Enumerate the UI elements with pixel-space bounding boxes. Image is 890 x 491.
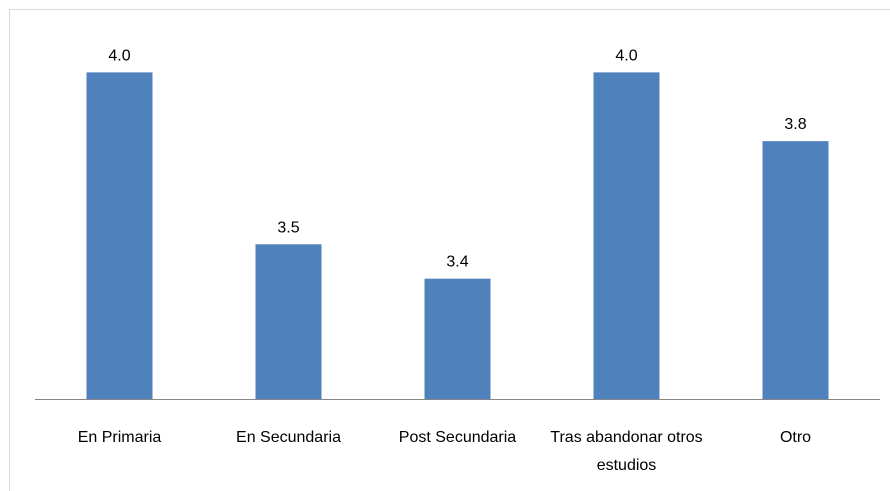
bar [424,278,491,399]
bar [762,141,829,399]
chart-border [9,9,890,491]
x-tick-label: Otro [779,429,812,446]
data-label: 3.8 [784,116,806,133]
x-tick-label: Post Secundaria [398,429,517,446]
data-label: 4.0 [615,47,637,64]
x-tick-label: En Primaria [77,429,162,446]
bar [255,244,322,399]
bar [593,72,660,399]
data-label: 3.4 [446,254,468,271]
x-tick-label: En Secundaria [236,429,341,446]
x-tick-label: Tras abandonar otros estudios [550,429,703,474]
data-label: 3.5 [277,219,299,236]
bar [86,72,153,399]
data-label: 4.0 [108,47,130,64]
